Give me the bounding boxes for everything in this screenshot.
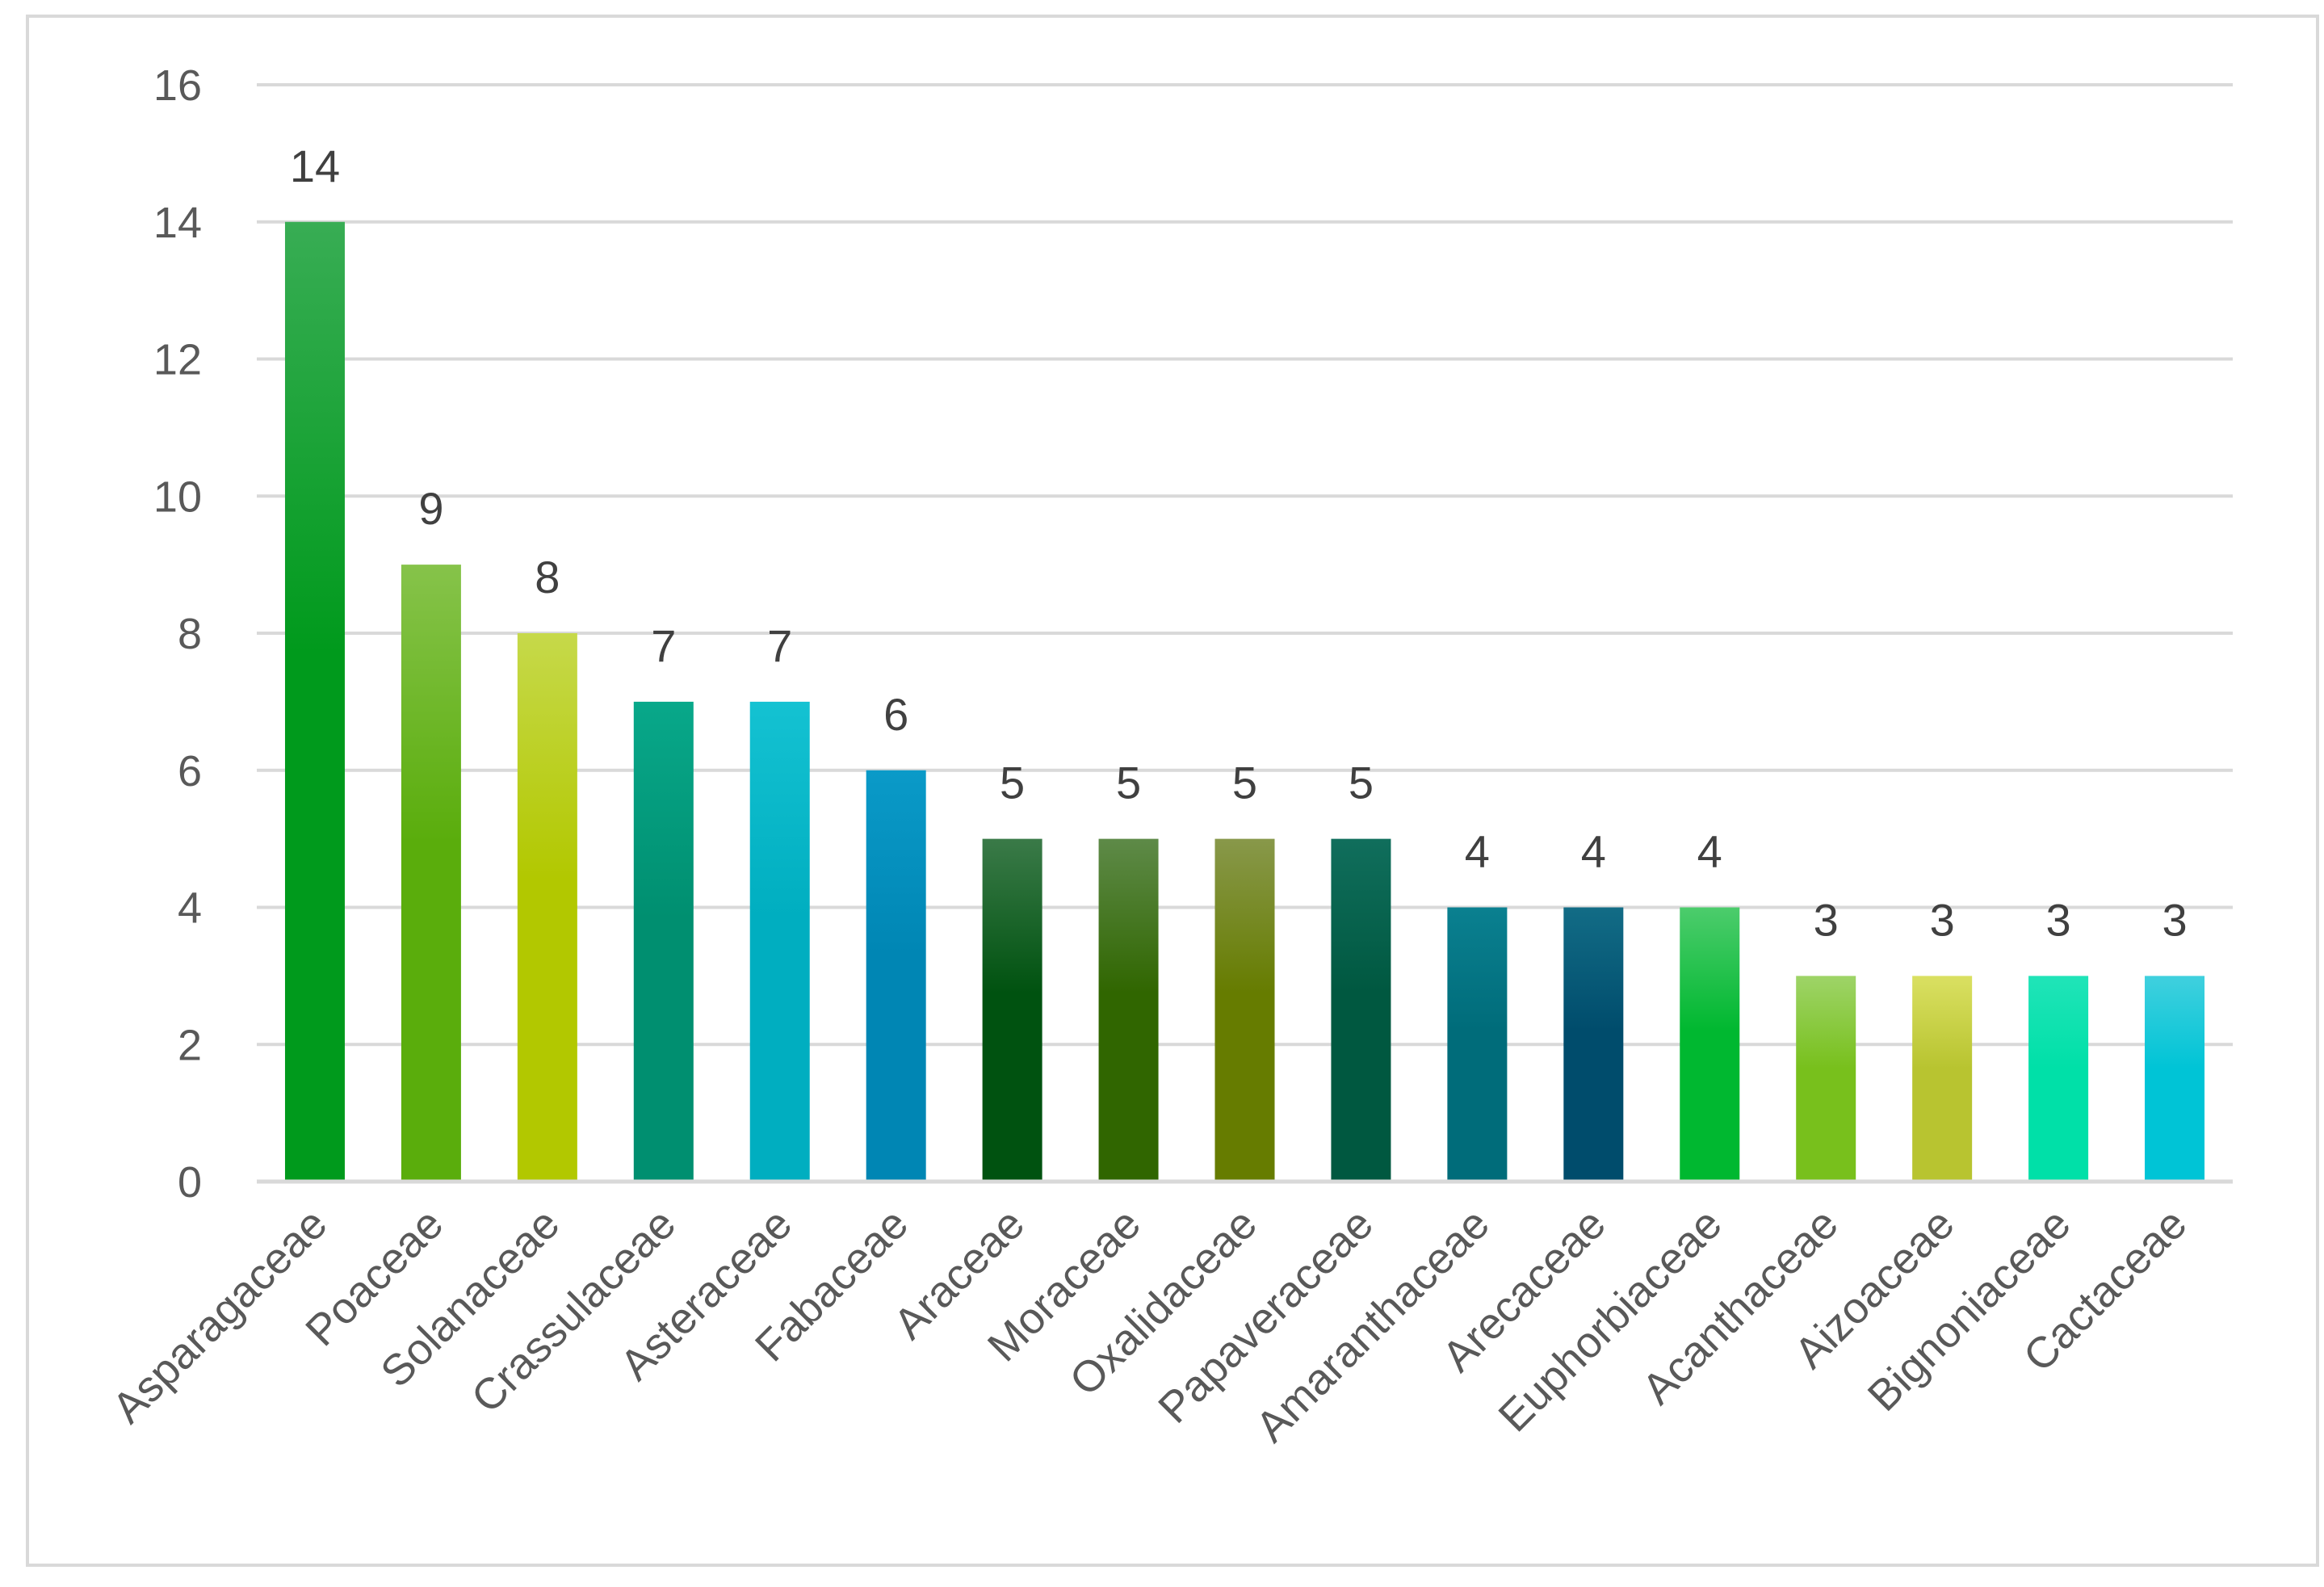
bar-papaveraceae [1331,838,1391,1182]
x-tick-label: Crassulaceae [462,1199,685,1422]
bar-araceae [982,838,1042,1182]
bar-oxalidaceae [1214,838,1275,1182]
data-label-bignoniaceae: 3 [2046,894,2071,945]
data-label-acanthaceae: 3 [1814,894,1839,945]
data-label-asteraceae: 7 [767,620,792,671]
y-axis-ticks: 0 2 4 6 8 10 12 14 16 [153,61,202,1207]
y-tick-label: 8 [178,610,202,658]
data-label-papaveraceae: 5 [1349,758,1374,808]
bar-asteraceae [749,701,810,1182]
data-label-cactaceae: 3 [2162,894,2187,945]
bar-arecaceae [1563,907,1624,1182]
data-label-euphorbiaceae: 4 [1697,826,1722,877]
y-tick-label: 10 [153,472,202,521]
y-tick-label: 16 [153,61,202,110]
y-tick-label: 12 [153,336,202,384]
data-label-crassulaceae: 7 [651,620,676,671]
data-label-solanaceae: 8 [535,552,560,602]
data-label-asparagaceae: 14 [290,141,340,191]
bar-solanaceae [517,633,577,1182]
category-labels: AsparagaceaePoaceaeSolanaceaeCrassulacea… [103,1199,2196,1451]
y-tick-label: 6 [178,747,202,796]
data-label-poaceae: 9 [418,483,443,534]
data-labels: 14 9 8 7 7 6 5 5 5 5 4 4 4 3 3 3 3 [290,141,2188,946]
y-tick-label: 4 [178,884,202,933]
y-tick-label: 14 [153,199,202,247]
bar-amaranthaceae [1447,907,1508,1182]
data-label-araceae: 5 [1000,758,1025,808]
bar-cactaceae [2145,976,2205,1182]
bar-euphorbiaceae [1680,907,1740,1182]
bar-moraceae [1098,838,1159,1182]
data-label-aizoaceae: 3 [1930,894,1955,945]
data-label-amaranthaceae: 4 [1465,826,1490,877]
y-tick-label: 2 [178,1021,202,1069]
y-tick-label: 0 [178,1158,202,1207]
bar-acanthaceae [1796,976,1856,1182]
bar-aizoaceae [1912,976,1973,1182]
data-label-oxalidaceae: 5 [1232,758,1257,808]
bar-asparagaceae [284,221,345,1182]
x-tick-label: Bignoniaceae [1859,1199,2080,1421]
bars [284,221,2205,1182]
bar-poaceae [401,565,461,1182]
bar-bignoniaceae [2028,976,2089,1182]
data-label-moraceae: 5 [1116,758,1141,808]
data-label-arecaceae: 4 [1581,826,1606,877]
data-label-fabaceae: 6 [883,689,908,740]
gridlines [257,83,2233,1047]
bar-crassulaceae [633,701,694,1182]
bar-fabaceae [866,770,926,1182]
